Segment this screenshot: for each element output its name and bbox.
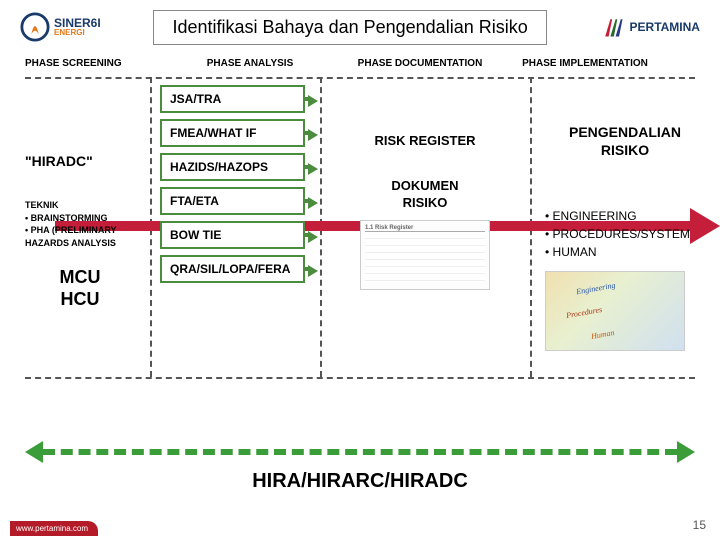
bidirectional-arrow: [25, 445, 695, 459]
arrow-icon: [308, 95, 318, 107]
phase-headers: PHASE SCREENING PHASE ANALYSIS PHASE DOC…: [0, 50, 720, 73]
teknik-title: TEKNIK: [25, 199, 135, 212]
hierarchy-image: Engineering Procedures Human: [545, 271, 685, 351]
method-fta: FTA/ETA: [160, 187, 305, 215]
header: SINER6I ENERGI Identifikasi Bahaya dan P…: [0, 0, 720, 50]
img-word-human: Human: [590, 328, 615, 341]
teknik-block: TEKNIK • BRAINSTORMING • PHA (PRELIMINAR…: [25, 199, 135, 249]
hira-bottom-label: HIRA/HIRARC/HIRADC: [0, 470, 720, 493]
risk-register-label: RISK REGISTER: [340, 133, 510, 148]
slide-number: 15: [693, 518, 706, 532]
col-screening: "HIRADC" TEKNIK • BRAINSTORMING • PHA (P…: [25, 93, 135, 311]
pengendalian-title: PENGENDALIAN RISIKO: [545, 123, 705, 159]
teknik-b1: • BRAINSTORMING: [25, 212, 135, 225]
arrow-icon: [308, 197, 318, 209]
dash-bottom: [25, 377, 695, 379]
mcu-hcu: MCU HCU: [25, 267, 135, 310]
diagram-area: "HIRADC" TEKNIK • BRAINSTORMING • PHA (P…: [0, 73, 720, 423]
arrow-stem: [43, 449, 677, 455]
bullet-engineering: • ENGINEERING: [545, 207, 705, 225]
img-word-procedures: Procedures: [565, 305, 602, 320]
method-bowtie: BOW TIE: [160, 221, 305, 249]
col-analysis: JSA/TRA FMEA/WHAT IF HAZIDS/HAZOPS FTA/E…: [160, 85, 305, 289]
bullet-human: • HUMAN: [545, 243, 705, 261]
doc-table-title: 1.1 Risk Register: [365, 225, 485, 232]
mcu-line2: HCU: [25, 289, 135, 311]
arrow-right-icon: [677, 441, 695, 463]
phase-documentation: PHASE DOCUMENTATION: [335, 58, 505, 69]
footer-url: www.pertamina.com: [10, 521, 98, 536]
col-implementation: PENGENDALIAN RISIKO • ENGINEERING • PROC…: [545, 123, 705, 351]
control-bullets: • ENGINEERING • PROCEDURES/SYSTEM • HUMA…: [545, 207, 705, 261]
hiradc-label: "HIRADC": [25, 153, 135, 169]
logo-sinergi: SINER6I ENERGI: [20, 11, 101, 43]
slide-title: Identifikasi Bahaya dan Pengendalian Ris…: [153, 10, 546, 45]
dokumen-risiko: DOKUMEN RISIKO: [340, 178, 510, 212]
arrow-icon: [308, 163, 318, 175]
document-thumbnail: 1.1 Risk Register: [360, 220, 490, 290]
teknik-b2: • PHA (PRELIMINARY: [25, 224, 135, 237]
arrow-icon: [308, 129, 318, 141]
mcu-line1: MCU: [25, 267, 135, 289]
arrow-left-icon: [25, 441, 43, 463]
logo-left-sub: ENERGI: [54, 29, 101, 37]
teknik-b3: HAZARDS ANALYSIS: [25, 237, 135, 250]
method-jsa: JSA/TRA: [160, 85, 305, 113]
logo-right-text: PERTAMINA: [630, 20, 700, 34]
phase-analysis: PHASE ANALYSIS: [165, 58, 335, 69]
logo-pertamina: PERTAMINA: [600, 11, 700, 43]
arrow-icon: [308, 265, 318, 277]
img-word-engineering: Engineering: [576, 281, 617, 297]
col-documentation: RISK REGISTER DOKUMEN RISIKO 1.1 Risk Re…: [340, 133, 510, 290]
arrow-icon: [308, 231, 318, 243]
method-hazids: HAZIDS/HAZOPS: [160, 153, 305, 181]
dash-top: [25, 77, 695, 79]
method-qra: QRA/SIL/LOPA/FERA: [160, 255, 305, 283]
phase-implementation: PHASE IMPLEMENTATION: [505, 58, 665, 69]
method-fmea: FMEA/WHAT IF: [160, 119, 305, 147]
phase-screening: PHASE SCREENING: [25, 58, 165, 69]
bullet-procedures: • PROCEDURES/SYSTEM: [545, 225, 705, 243]
